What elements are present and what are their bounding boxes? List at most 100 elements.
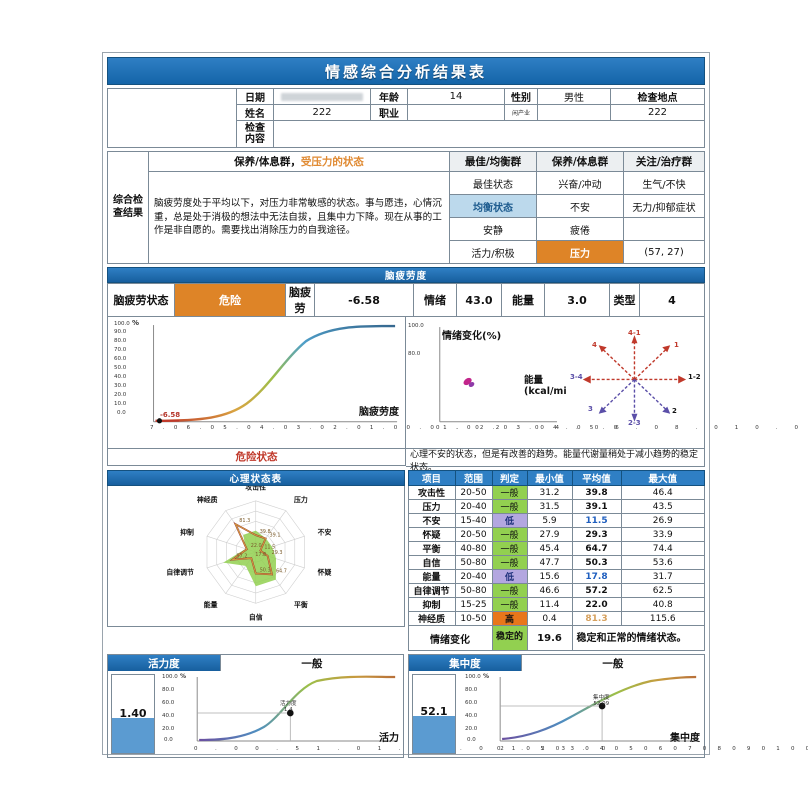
concentration-chart: 100.0 80.0 60.0 40.0 20.0 0.0 % 01020304… <box>459 671 808 757</box>
summary-table: 综合检 查结果 保养/体息群，受压力的状态 最佳/均衡群 保养/体息群 关注/治疗… <box>107 151 705 264</box>
psych-max: 40.8 <box>620 597 705 612</box>
group-cell-3-1[interactable]: 无力/抑郁症状 <box>623 194 705 218</box>
psych-avg: 57.2 <box>571 583 622 598</box>
brain-fatigue-chart-svg <box>153 324 398 424</box>
brain-fatigue-section-title: 脑疲劳度 <box>384 271 427 282</box>
name-value[interactable]: 222 <box>273 104 371 121</box>
concentration-card: 集中度 一般 52.1 <box>408 654 808 758</box>
type-label: 类型 <box>609 283 640 317</box>
vitality-gauge-value: 1.40 <box>119 706 147 720</box>
svg-text:压力: 压力 <box>294 495 308 504</box>
concentration-judgement: 一般 <box>520 655 704 671</box>
gender-extra-cell <box>537 104 611 121</box>
psych-section-title: 心理状态表 <box>229 474 282 485</box>
vitality-point-value: 1.4 <box>283 707 293 714</box>
table-row: 脑疲劳度处于平均以下，对压力非常敏感的状态。事与愿违，心情沉重，总是处于消极的想… <box>108 171 705 264</box>
group-cell-3-0[interactable]: 生气/不快 <box>623 171 705 195</box>
group-col-3-header: 关注/治疗群 <box>623 151 705 172</box>
place-label: 检查地点 <box>610 88 705 105</box>
psych-radar-panel: 心理状态表 攻击性 压力 不安 怀疑 平衡 自信 能量 自律调节 抑制 神经质 39.8 39.1 1… <box>107 470 405 651</box>
group-cell-3-2[interactable] <box>623 217 705 241</box>
brain-index-label: 脑疲劳 <box>285 283 315 317</box>
psych-max: 115.6 <box>620 611 705 626</box>
emotion-change-chart: 100.0 80.0 0.02.04.06.08.010.0 情绪变化(%) 能… <box>406 317 798 449</box>
table-row: 自信 50-80 一般 47.7 50.3 53.6 <box>407 555 705 570</box>
compass-label-3: 3 <box>588 405 593 413</box>
concentration-title: 集中度 <box>409 655 521 671</box>
table-row: 脑疲劳状态 危险 脑疲劳 -6.58 情绪 43.0 能量 3.0 类型 4 <box>107 283 705 317</box>
summary-body-text: 脑疲劳度处于平均以下，对压力非常敏感的状态。事与愿违，心情沉重，总是处于消极的想… <box>148 171 450 264</box>
emotion-change-label: 情绪变化 <box>407 625 493 651</box>
brain-chart-xlabel: 脑疲劳度 <box>359 407 399 418</box>
emotion-chart-xlabel: 能量 (kcal/mi <box>524 375 567 398</box>
table-row: 安静 疲倦 <box>108 217 705 241</box>
summary-side-label: 综合检 查结果 <box>107 151 149 264</box>
gender-value[interactable]: 男性 <box>537 88 611 105</box>
psych-max: 31.7 <box>620 569 705 584</box>
svg-text:57.2: 57.2 <box>236 554 247 560</box>
content-value[interactable] <box>273 120 705 148</box>
group-cell-1-2[interactable]: 安静 <box>449 217 537 241</box>
psych-range: 20-40 <box>454 499 493 514</box>
vitality-body: 1.40 100.0 <box>108 671 605 757</box>
group-cell-1-3[interactable]: 活力/积极 <box>449 240 537 264</box>
report-title-bar: 情感综合分析结果表 <box>107 57 705 85</box>
psych-item: 自律调节 <box>407 583 456 598</box>
psych-min: 47.7 <box>526 555 573 570</box>
energy-value: 3.0 <box>544 283 610 317</box>
group-cell-2-2[interactable]: 疲倦 <box>536 217 624 241</box>
date-value[interactable] <box>273 88 371 105</box>
psych-range: 50-80 <box>454 583 493 598</box>
emotion-chart-title: 情绪变化(%) <box>442 331 502 342</box>
page-title: 情感综合分析结果表 <box>324 62 487 81</box>
report-sheet: 情感综合分析结果表 日期 年龄 14 性别 男性 检查地点 姓名 222 职业 … <box>102 52 808 758</box>
group-cell-2-1[interactable]: 不安 <box>536 194 624 218</box>
vitality-point-label: 活力度 1.4 <box>280 701 297 714</box>
svg-text:怀疑: 怀疑 <box>318 568 332 577</box>
psych-avg: 29.3 <box>571 527 622 542</box>
age-value[interactable]: 14 <box>407 88 505 105</box>
psych-min: 5.9 <box>526 513 573 528</box>
summary-heading: 保养/体息群，受压力的状态 <box>148 151 450 172</box>
col-item: 项目 <box>407 470 456 486</box>
energy-label: 能量 <box>501 283 545 317</box>
psych-table-panel: 项目 范围 判定 最小值 平均值 最大值 攻击性 20-50 一般 31.2 39.8 4… <box>407 470 706 651</box>
table-row: 自律调节 50-80 一般 46.6 57.2 62.5 <box>407 583 705 598</box>
group-cell-2-3-selected[interactable]: 压力 <box>536 240 624 264</box>
compass-label-1-2: 1-2 <box>688 373 701 381</box>
psych-max: 53.6 <box>620 555 705 570</box>
table-row: 怀疑 20-50 一般 27.9 29.3 33.9 <box>407 527 705 542</box>
compass-label-4-1: 4-1 <box>628 329 641 337</box>
group-cell-2-0[interactable]: 兴奋/冲动 <box>536 171 624 195</box>
psych-judge: 一般 <box>491 555 528 570</box>
emotion-change-value: 19.6 <box>526 625 573 651</box>
danger-state-label: 危险状态 <box>107 449 406 466</box>
psych-item: 能量 <box>407 569 456 584</box>
job-value[interactable] <box>407 104 505 121</box>
place-value[interactable]: 222 <box>610 104 705 121</box>
group-cell-3-3[interactable]: (57, 27) <box>623 240 705 264</box>
psych-range: 20-50 <box>454 485 493 500</box>
vitality-chart: 100.0 80.0 60.0 40.0 20.0 0.0 % 0.00.51.… <box>158 671 605 757</box>
psych-item: 自信 <box>407 555 456 570</box>
group-cell-1-0[interactable]: 最佳状态 <box>449 171 537 195</box>
psych-range: 50-80 <box>454 555 493 570</box>
svg-text:11.5: 11.5 <box>264 545 275 551</box>
concentration-chart-svg <box>499 675 699 742</box>
group-cell-1-1-selected[interactable]: 均衡状态 <box>449 194 537 218</box>
svg-text:神经质: 神经质 <box>197 495 218 504</box>
psych-min: 15.6 <box>526 569 573 584</box>
vitality-yunit: % <box>180 673 187 680</box>
emotion-chart-svg <box>439 327 687 423</box>
psych-min: 45.4 <box>526 541 573 556</box>
concentration-point-label: 集中度 52.09 <box>593 695 610 708</box>
table-row: 不安 15-40 低 5.9 11.5 26.9 <box>407 513 705 528</box>
psych-avg: 22.0 <box>571 597 622 612</box>
concentration-gauge-value: 52.1 <box>420 704 448 718</box>
psych-judge: 低 <box>491 569 528 584</box>
compass-label-2: 2 <box>672 407 677 415</box>
vitality-chart-svg <box>196 675 398 742</box>
info-blank-cell <box>107 88 237 148</box>
concentration-gauge: 52.1 <box>412 674 456 754</box>
svg-text:22.0: 22.0 <box>251 543 262 549</box>
